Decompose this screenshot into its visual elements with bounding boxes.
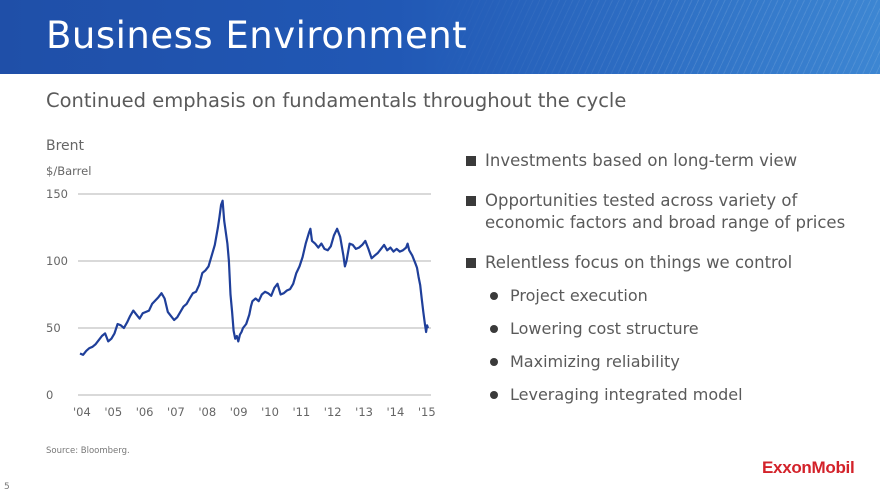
page-number: 5 [4,482,10,492]
subbullet-lowering-cost: Lowering cost structure [466,318,866,340]
x-tick-label: '13 [355,405,373,419]
x-tick-label: '15 [418,405,436,419]
round-bullet-icon [490,358,498,366]
series-line-brent [80,201,428,355]
subbullet-project-execution: Project execution [466,285,866,307]
x-tick-label: '06 [136,405,154,419]
x-tick-label: '11 [292,405,310,419]
bullet-text: Opportunities tested across variety of e… [485,191,845,232]
x-tick-label: '07 [167,405,185,419]
bullet-text: Project execution [510,286,648,305]
bullet-relentless-focus: Relentless focus on things we control [466,252,866,274]
x-tick-label: '10 [261,405,279,419]
bullet-text: Investments based on long-term view [485,151,797,170]
round-bullet-icon [490,391,498,399]
y-tick-label: 100 [46,254,68,268]
bullet-list: Investments based on long-term view Oppo… [466,150,866,406]
x-tick-label: '09 [230,405,248,419]
x-tick-label: '05 [104,405,122,419]
subbullet-integrated-model: Leveraging integrated model [466,384,866,406]
square-bullet-icon [466,196,476,206]
round-bullet-icon [490,292,498,300]
subbullet-maximizing-reliability: Maximizing reliability [466,351,866,373]
y-tick-label: 0 [46,388,53,402]
bullet-text: Relentless focus on things we control [485,253,792,272]
x-tick-label: '04 [73,405,91,419]
x-tick-label: '12 [324,405,342,419]
y-tick-label: 150 [46,187,68,201]
bullet-text: Leveraging integrated model [510,385,743,404]
y-tick-label: 50 [46,321,61,335]
bullet-text: Maximizing reliability [510,352,680,371]
bullet-opportunities: Opportunities tested across variety of e… [466,190,866,234]
source-note: Source: Bloomberg. [46,446,130,456]
exxonmobil-logo: ExxonMobil [762,458,854,478]
square-bullet-icon [466,156,476,166]
square-bullet-icon [466,258,476,268]
round-bullet-icon [490,325,498,333]
x-tick-label: '14 [387,405,405,419]
x-tick-label: '08 [198,405,216,419]
bullet-investments: Investments based on long-term view [466,150,866,172]
bullet-text: Lowering cost structure [510,319,699,338]
